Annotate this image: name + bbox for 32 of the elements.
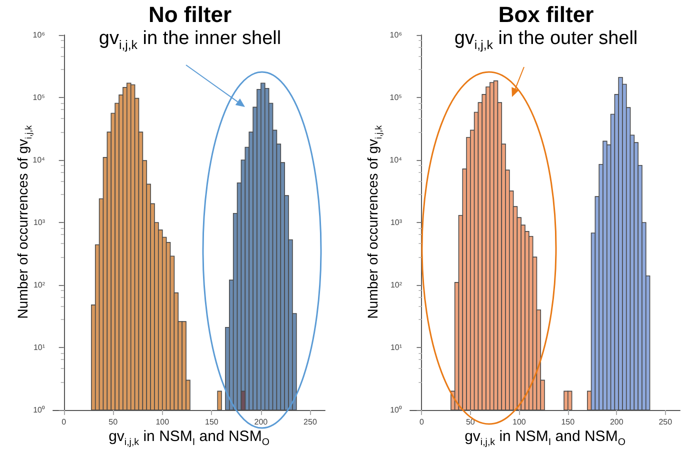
y-tick-label: 10¹ <box>33 343 46 352</box>
y-tick-label: 10¹ <box>390 343 402 352</box>
x-tick-label: 100 <box>156 418 170 426</box>
y-tick-label: 10² <box>390 280 402 290</box>
x-tick-label: 0 <box>419 418 424 426</box>
y-tick-label: 10³ <box>33 218 46 227</box>
y-tick-label: 10⁰ <box>33 406 45 414</box>
y-tick-label: 10⁴ <box>390 156 403 164</box>
x-axis-title: gv$_{i,j,k}$ in NSM$_{I}$ and NSM$_{O}$ <box>464 428 626 448</box>
y-tick-label: 10² <box>33 280 46 290</box>
chart-subtitle: gv$_{i,j,k}$ in the inner shell <box>98 28 282 52</box>
x-tick-label: 50 <box>466 418 476 426</box>
x-tick-label: 150 <box>204 418 219 426</box>
y-tick-label: 10⁶ <box>390 30 402 40</box>
chart-title: Box filter <box>498 2 594 28</box>
x-tick-label: 250 <box>658 418 673 426</box>
chart-subtitle: gv$_{i,j,k}$ in the outer shell <box>454 28 638 52</box>
y-tick-label: 10⁵ <box>390 93 402 102</box>
chart-title: No filter <box>148 2 232 28</box>
y-tick-label: 10⁴ <box>32 156 46 164</box>
x-tick-label: 0 <box>62 418 67 426</box>
x-tick-label: 100 <box>512 418 526 426</box>
y-tick-label: 10⁶ <box>32 30 45 40</box>
y-tick-label: 10⁵ <box>32 93 45 102</box>
x-tick-label: 200 <box>254 418 268 426</box>
x-tick-label: 250 <box>304 418 318 426</box>
x-tick-label: 50 <box>108 418 118 426</box>
x-tick-label: 150 <box>561 418 576 426</box>
x-tick-label: 200 <box>610 418 624 426</box>
x-axis-title: gv$_{i,j,k}$ in NSM$_{I}$ and NSM$_{O}$ <box>108 428 270 448</box>
y-tick-label: 10³ <box>390 218 402 227</box>
y-tick-label: 10⁰ <box>390 406 402 414</box>
